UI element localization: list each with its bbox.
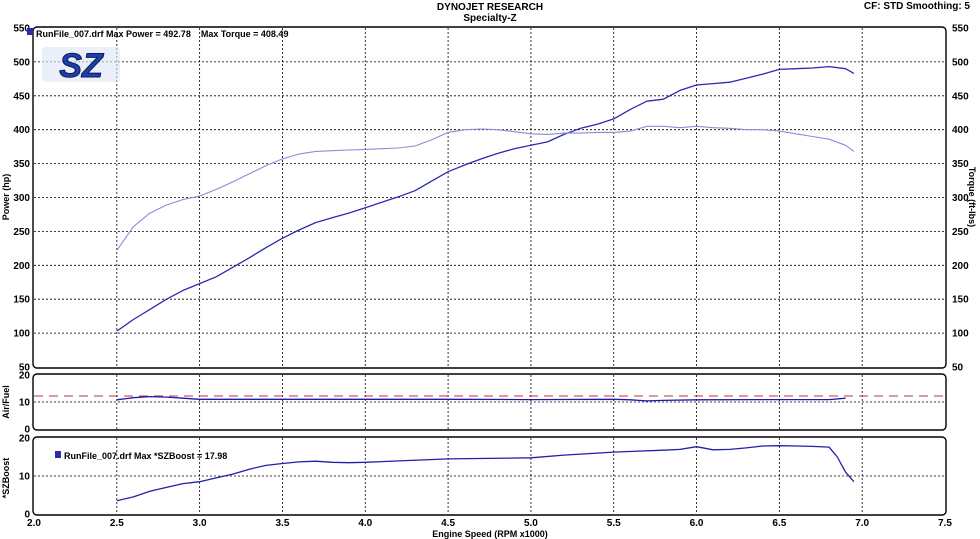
x-tick-label: 5.0: [524, 518, 538, 529]
boost-legend: RunFile_007.drf Max *SZBoost = 17.98: [64, 451, 227, 461]
y-tick-label: 0: [24, 425, 30, 436]
y-tick-label: 20: [19, 434, 31, 445]
y-tick-label: 200: [13, 261, 30, 272]
boost-legend-swatch: [55, 451, 61, 458]
afr-ylabel: Air/Fuel: [1, 385, 11, 419]
y-tick-label-right: 250: [952, 227, 969, 238]
torque-ylabel: Torque (ft-lbs): [967, 167, 977, 227]
y-tick-label: 150: [13, 295, 30, 306]
boost-panel-frame: [32, 436, 947, 516]
y-tick-label: 300: [13, 193, 30, 204]
y-tick-label: 500: [13, 57, 30, 68]
x-tick-label: 3.5: [276, 518, 290, 529]
series-line-power: [116, 65, 855, 332]
x-tick-label: 5.5: [607, 518, 621, 529]
boost-ylabel: *SZBoost: [1, 458, 11, 499]
x-tick-label: 4.0: [358, 518, 372, 529]
y-tick-label: 550: [13, 24, 30, 35]
y-tick-label-right: 400: [952, 125, 969, 136]
y-tick-label-right: 450: [952, 91, 969, 102]
x-axis-label: Engine Speed (RPM x1000): [432, 529, 548, 539]
header-subtitle: Specialty-Z: [463, 13, 516, 24]
header-title: DYNOJET RESEARCH: [437, 2, 543, 13]
power-panel-frame: [32, 26, 947, 369]
power-legend-swatch: [27, 28, 33, 35]
series-line-boost: [116, 445, 855, 502]
y-tick-label-right: 500: [952, 57, 969, 68]
grid-layer: [34, 28, 945, 514]
x-tick-label: 6.0: [690, 518, 704, 529]
x-tick-label: 6.5: [772, 518, 786, 529]
x-tick-label: 7.0: [855, 518, 869, 529]
x-tick-label: 4.5: [441, 518, 455, 529]
series-layer: [34, 65, 945, 502]
y-tick-label-right: 50: [952, 363, 964, 374]
y-tick-label-right: 350: [952, 159, 969, 170]
y-tick-label-right: 100: [952, 329, 969, 340]
y-tick-label-right: 200: [952, 261, 969, 272]
y-tick-label: 10: [19, 398, 31, 409]
y-tick-label-right: 550: [952, 24, 969, 35]
y-tick-label: 450: [13, 91, 30, 102]
power-legend: RunFile_007.drf Max Power = 492.78 Max T…: [36, 29, 288, 39]
y-tick-label: 250: [13, 227, 30, 238]
header-right-info: CF: STD Smoothing: 5: [864, 1, 971, 12]
x-tick-label: 7.5: [938, 518, 952, 529]
y-tick-label: 0: [24, 510, 30, 521]
x-tick-label: 2.5: [110, 518, 124, 529]
power-ylabel: Power (hp): [1, 174, 11, 221]
series-line-torque: [116, 125, 855, 251]
series-line-afr: [116, 395, 846, 402]
y-tick-label: 20: [19, 371, 31, 382]
y-tick-label: 350: [13, 159, 30, 170]
y-tick-label: 10: [19, 472, 31, 483]
y-tick-label: 400: [13, 125, 30, 136]
x-tick-label: 2.0: [27, 518, 41, 529]
sz-logo-text: SZ: [59, 47, 104, 85]
sz-logo: SZ: [42, 47, 120, 86]
afr-panel-frame: [32, 373, 947, 431]
y-tick-label: 50: [19, 363, 31, 374]
y-tick-label-right: 150: [952, 295, 969, 306]
x-tick-label: 3.0: [193, 518, 207, 529]
y-tick-label-right: 300: [952, 193, 969, 204]
y-tick-label: 100: [13, 329, 30, 340]
